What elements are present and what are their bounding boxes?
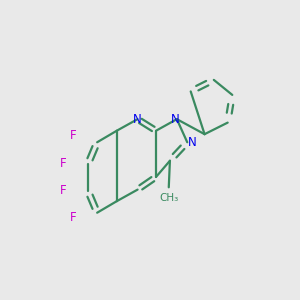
Text: N: N (133, 113, 142, 126)
Text: N: N (171, 113, 180, 126)
Text: N: N (188, 136, 197, 149)
Text: F: F (60, 157, 67, 169)
Text: CH₃: CH₃ (159, 193, 178, 203)
Text: F: F (60, 184, 67, 197)
Text: F: F (70, 129, 77, 142)
Text: F: F (70, 211, 77, 224)
